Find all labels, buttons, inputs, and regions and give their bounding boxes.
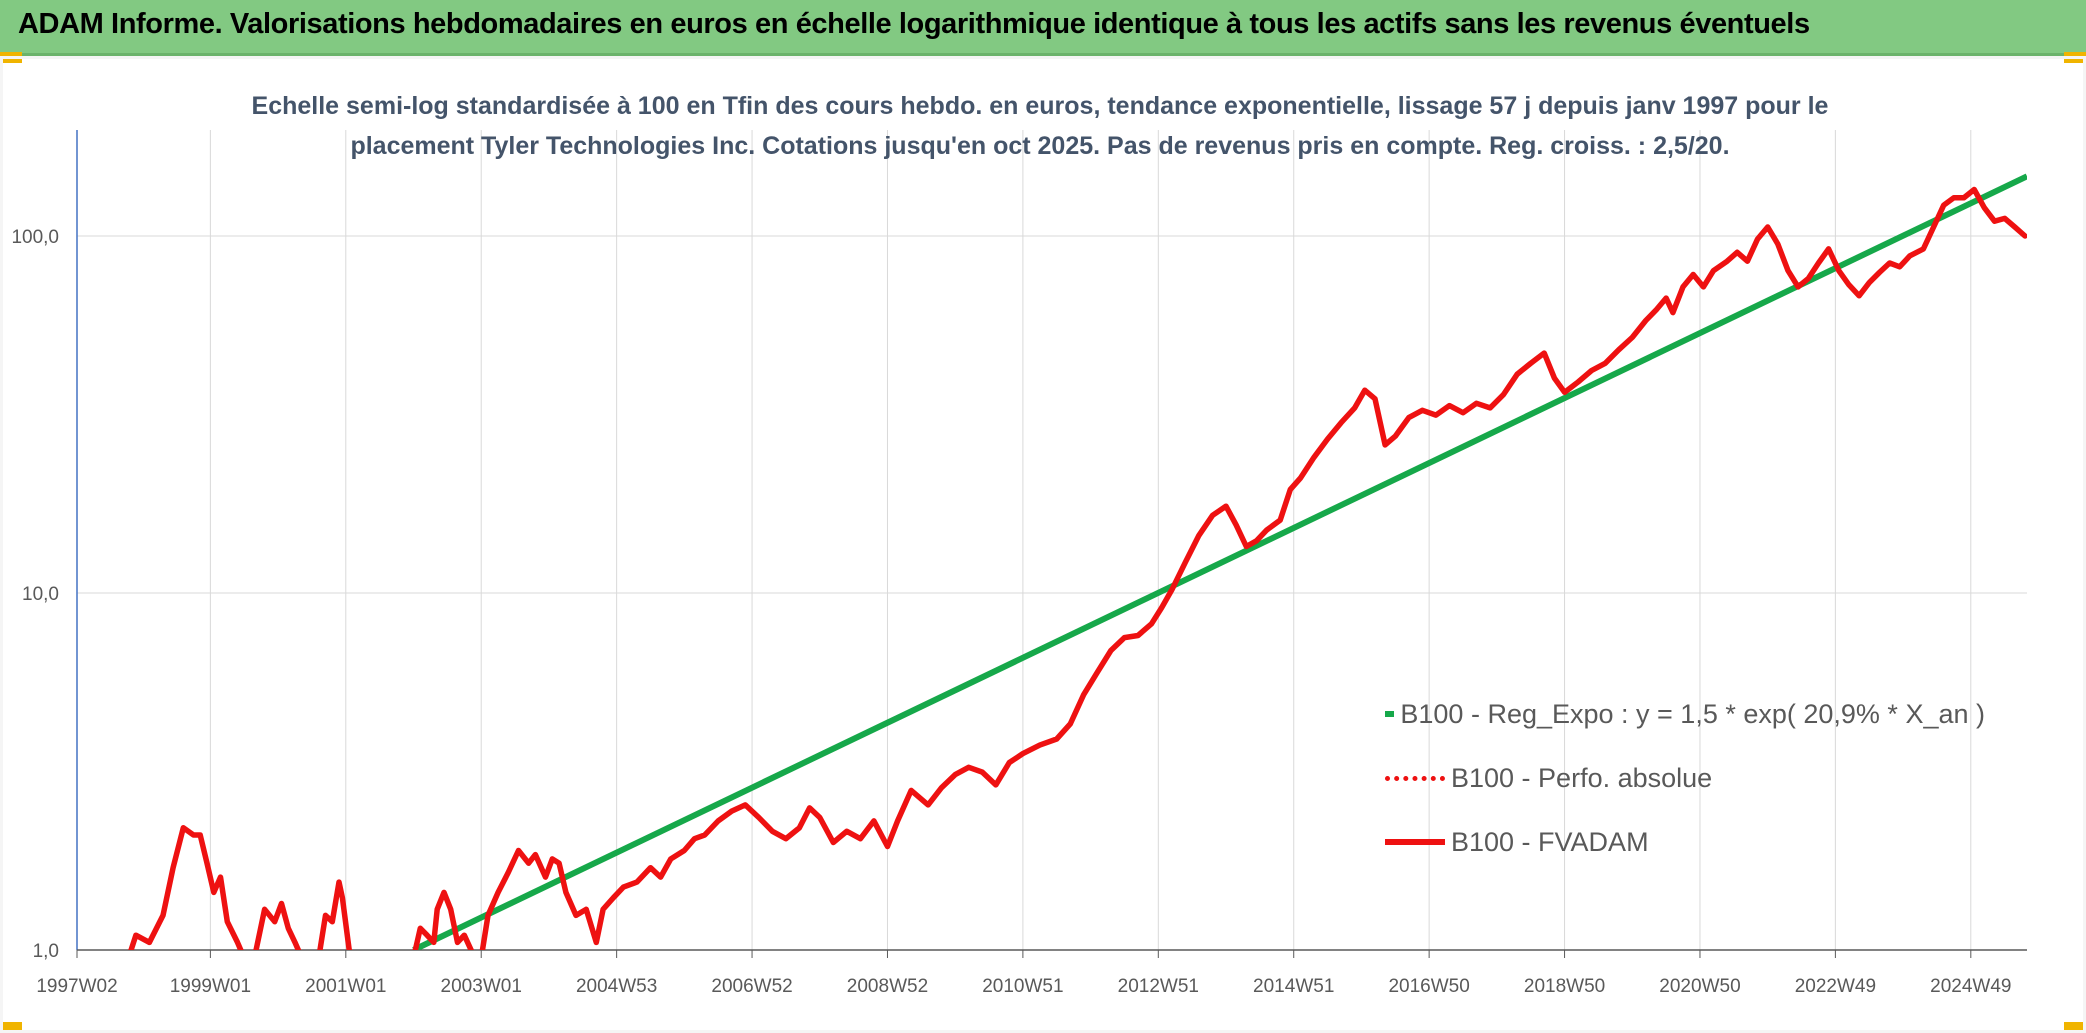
x-tick-label: 2024W49 — [1930, 976, 2011, 997]
chart-subtitle: Echelle semi-log standardisée à 100 en T… — [200, 86, 1880, 166]
x-tick-label: 2001W01 — [305, 976, 386, 997]
series-line-reg-expo — [412, 173, 2027, 950]
legend-item-reg-expo: B100 - Reg_Expo : y = 1,5 * exp( 20,9% *… — [1385, 682, 1985, 746]
report-header: ADAM Informe. Valorisations hebdomadaire… — [0, 0, 2086, 56]
series-line-fvadam — [128, 825, 244, 950]
x-tick-label: 2018W50 — [1524, 976, 1605, 997]
x-tick-label: 2006W52 — [711, 976, 792, 997]
x-tick-label: 2022W49 — [1795, 976, 1876, 997]
chart-subtitle-line1: Echelle semi-log standardisée à 100 en T… — [251, 92, 1829, 120]
report-title: ADAM Informe. Valorisations hebdomadaire… — [18, 8, 1810, 40]
corner-marker-bottom-right — [2064, 1022, 2086, 1033]
x-tick-label: 2004W53 — [576, 976, 657, 997]
chart-frame — [0, 56, 2086, 1033]
x-tick-label: 2010W51 — [982, 976, 1063, 997]
legend-item-perfo-absolue: B100 - Perfo. absolue — [1385, 746, 1985, 810]
chart-legend: B100 - Reg_Expo : y = 1,5 * exp( 20,9% *… — [1385, 682, 1985, 874]
x-tick-label: 2014W51 — [1253, 976, 1334, 997]
series-line-fvadam — [253, 900, 302, 950]
series-lines — [128, 173, 2027, 950]
series-line-fvadam — [317, 879, 353, 950]
y-tick-label: 1,0 — [33, 941, 59, 962]
legend-label-fvadam: B100 - FVADAM — [1451, 826, 1649, 857]
axes: 1997W02 1999W01 2001W01 2003W01 2004W53 2006W… — [11, 130, 2027, 997]
series-line-fvadam — [412, 889, 475, 950]
x-tick-label: 1999W01 — [170, 976, 251, 997]
chart-subtitle-line2: placement Tyler Technologies Inc. Cotati… — [350, 132, 1730, 160]
y-tick-label: 100,0 — [11, 227, 59, 248]
x-tick-label: 2020W50 — [1659, 976, 1740, 997]
legend-swatch-perfo-absolue — [1385, 775, 1445, 781]
x-tick-label: 2016W50 — [1388, 976, 1469, 997]
legend-label-perfo-absolue: B100 - Perfo. absolue — [1451, 762, 1713, 793]
legend-swatch-reg-expo — [1385, 711, 1395, 717]
corner-marker-bottom-left — [0, 1022, 22, 1033]
legend-swatch-fvadam — [1385, 839, 1445, 845]
y-tick-label: 10,0 — [22, 584, 59, 605]
x-tick-label: 2012W51 — [1118, 976, 1199, 997]
x-tick-label: 1997W02 — [36, 976, 117, 997]
legend-item-fvadam: B100 - FVADAM — [1385, 810, 1985, 874]
legend-label-reg-expo: B100 - Reg_Expo : y = 1,5 * exp( 20,9% *… — [1400, 698, 1985, 729]
x-tick-label: 2003W01 — [441, 976, 522, 997]
series-line-fvadam — [479, 186, 2027, 950]
x-tick-label: 2008W52 — [847, 976, 928, 997]
